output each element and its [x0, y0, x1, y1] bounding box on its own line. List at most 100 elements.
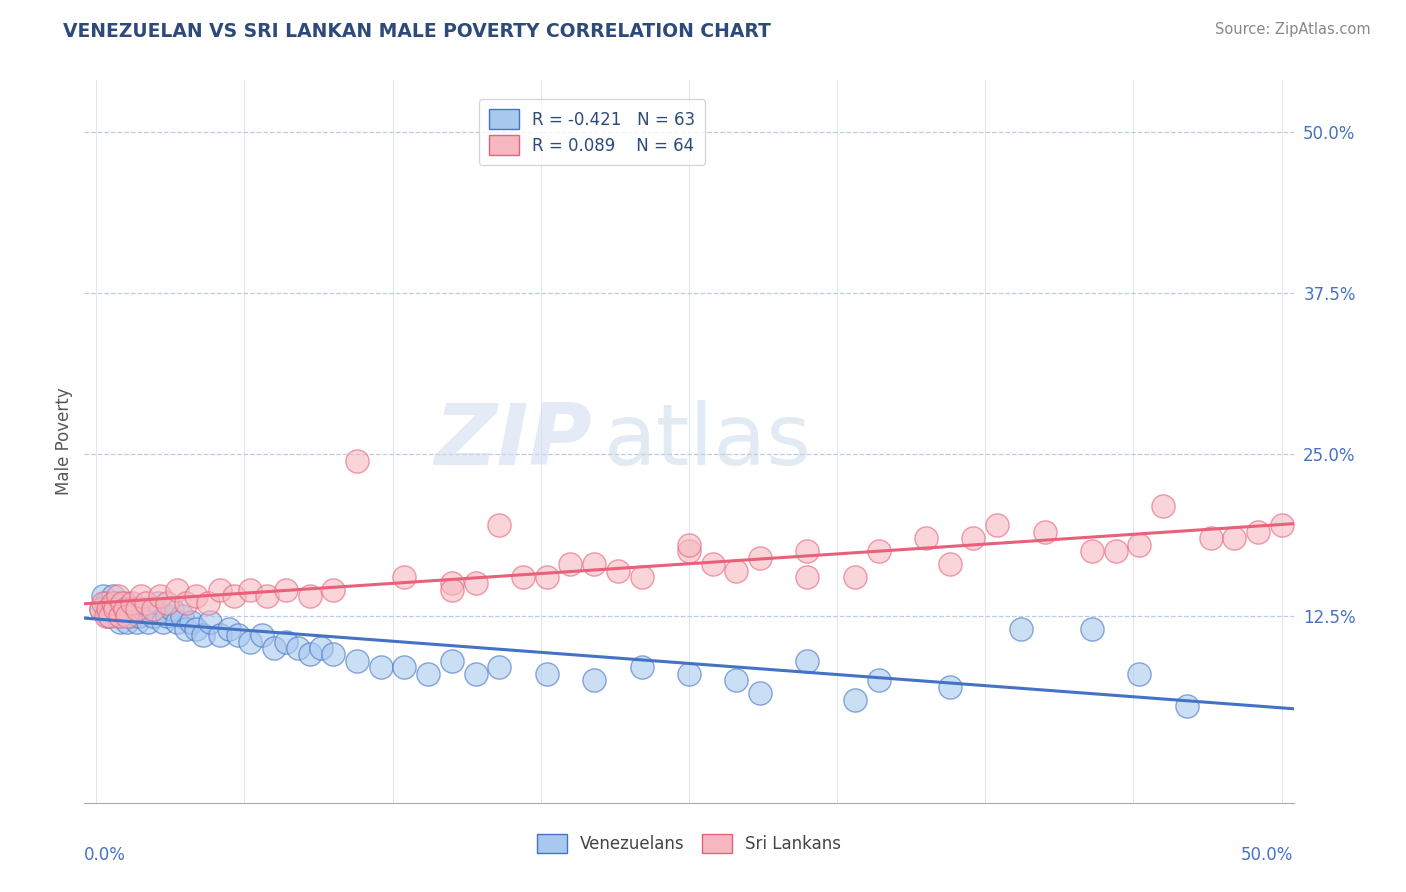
Point: [536, 666, 558, 681]
Point: [166, 615, 188, 630]
Point: [94, 608, 117, 623]
Point: [1271, 518, 1294, 533]
Point: [1033, 524, 1056, 539]
Point: [107, 590, 129, 604]
Point: [1081, 544, 1104, 558]
Point: [97, 602, 120, 616]
Point: [1128, 666, 1150, 681]
Point: [156, 596, 179, 610]
Point: [346, 654, 368, 668]
Point: [256, 590, 278, 604]
Point: [156, 608, 179, 623]
Point: [464, 666, 486, 681]
Point: [100, 602, 122, 616]
Point: [122, 602, 145, 616]
Point: [263, 640, 285, 655]
Point: [749, 550, 772, 565]
Point: [464, 576, 486, 591]
Point: [239, 582, 262, 597]
Point: [149, 590, 172, 604]
Text: Source: ZipAtlas.com: Source: ZipAtlas.com: [1215, 22, 1371, 37]
Legend: Venezuelans, Sri Lankans: Venezuelans, Sri Lankans: [530, 827, 848, 860]
Point: [1152, 499, 1174, 513]
Point: [322, 582, 344, 597]
Point: [287, 640, 309, 655]
Point: [100, 608, 122, 623]
Point: [166, 582, 188, 597]
Point: [844, 692, 866, 706]
Point: [198, 615, 221, 630]
Point: [104, 596, 127, 610]
Point: [1199, 531, 1222, 545]
Point: [250, 628, 273, 642]
Y-axis label: Male Poverty: Male Poverty: [55, 388, 73, 495]
Point: [239, 634, 262, 648]
Point: [107, 608, 129, 623]
Point: [962, 531, 984, 545]
Point: [938, 557, 960, 571]
Point: [1105, 544, 1128, 558]
Point: [142, 608, 165, 623]
Point: [796, 544, 818, 558]
Point: [108, 608, 131, 623]
Point: [630, 660, 652, 674]
Text: 50.0%: 50.0%: [1241, 847, 1294, 864]
Point: [1223, 531, 1246, 545]
Point: [440, 582, 463, 597]
Point: [749, 686, 772, 700]
Point: [114, 596, 136, 610]
Point: [370, 660, 392, 674]
Point: [176, 596, 198, 610]
Point: [121, 608, 143, 623]
Point: [796, 570, 818, 584]
Point: [583, 673, 606, 688]
Point: [868, 544, 890, 558]
Point: [322, 648, 344, 662]
Point: [118, 602, 141, 616]
Point: [844, 570, 866, 584]
Point: [488, 518, 510, 533]
Point: [91, 590, 114, 604]
Point: [197, 596, 219, 610]
Point: [986, 518, 1008, 533]
Point: [101, 596, 124, 610]
Point: [115, 608, 138, 623]
Point: [208, 582, 231, 597]
Point: [101, 590, 124, 604]
Point: [111, 602, 134, 616]
Point: [702, 557, 724, 571]
Point: [176, 622, 198, 636]
Point: [104, 602, 127, 616]
Point: [222, 590, 245, 604]
Point: [97, 608, 120, 623]
Point: [121, 596, 143, 610]
Point: [274, 582, 297, 597]
Point: [560, 557, 582, 571]
Point: [488, 660, 510, 674]
Point: [274, 634, 297, 648]
Point: [418, 666, 440, 681]
Point: [146, 596, 169, 610]
Point: [184, 590, 207, 604]
Point: [125, 615, 148, 630]
Point: [90, 602, 112, 616]
Point: [346, 454, 368, 468]
Point: [868, 673, 890, 688]
Point: [128, 608, 150, 623]
Point: [1010, 622, 1032, 636]
Point: [108, 615, 131, 630]
Point: [129, 590, 152, 604]
Point: [311, 640, 333, 655]
Point: [394, 570, 416, 584]
Point: [184, 622, 207, 636]
Point: [191, 628, 214, 642]
Point: [142, 602, 165, 616]
Point: [135, 596, 157, 610]
Point: [725, 564, 748, 578]
Point: [440, 654, 463, 668]
Text: atlas: atlas: [605, 400, 813, 483]
Point: [606, 564, 628, 578]
Point: [115, 615, 138, 630]
Point: [228, 628, 250, 642]
Point: [630, 570, 652, 584]
